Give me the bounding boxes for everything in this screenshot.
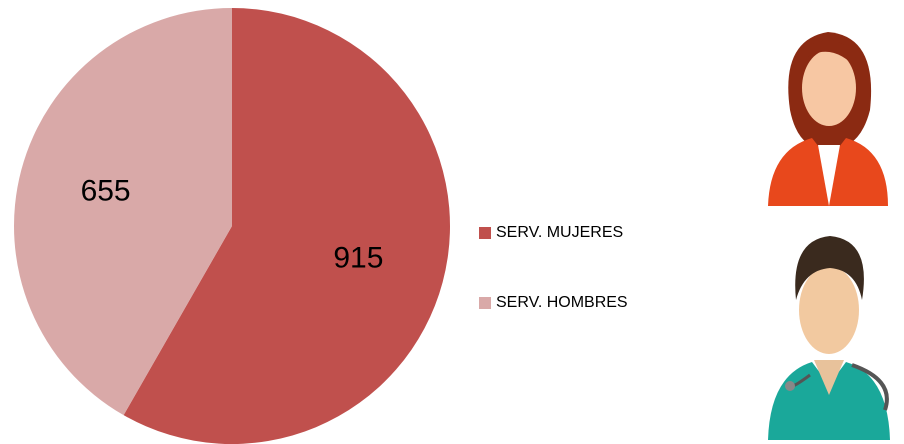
pie-slice (123, 8, 451, 444)
legend-swatch (479, 297, 491, 309)
woman-icon (768, 32, 888, 206)
pie-slice (14, 8, 232, 416)
legend-label: SERV. MUJERES (496, 224, 623, 241)
pie (14, 8, 451, 444)
data-label: 915 (333, 242, 383, 275)
legend-swatch (479, 227, 491, 239)
data-label: 655 (81, 174, 131, 207)
legend-label: SERV. HOMBRES (496, 294, 628, 311)
man-icon (768, 236, 890, 440)
